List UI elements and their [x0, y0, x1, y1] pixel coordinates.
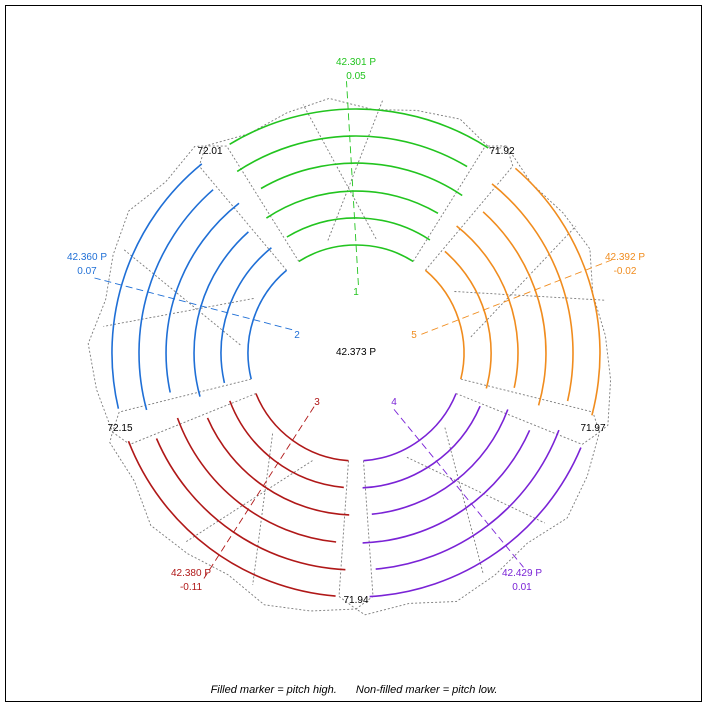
sector-5-arc-4 — [482, 211, 547, 406]
sector-5-pitch: 42.392 P — [605, 252, 645, 263]
sector-3-arc-3 — [206, 417, 350, 516]
sector-5-arc-6 — [514, 167, 601, 416]
sector-1-guide-2 — [302, 104, 377, 240]
sector-4-outer: 71.97 — [580, 423, 605, 434]
sector-2-labels: 2 42.360 P 0.07 72.15 — [67, 252, 300, 434]
sector-2-arc-4 — [165, 202, 240, 393]
sector-5-arc-5 — [491, 183, 574, 402]
legend-filled: Filled marker = pitch high. — [210, 684, 337, 696]
sector-4-arc-5 — [375, 429, 560, 570]
sector-2-arc-3 — [193, 231, 249, 397]
sector-4-arc-4 — [362, 429, 531, 544]
sector-4-edge-2 — [363, 460, 374, 597]
diagram-frame — [5, 5, 702, 702]
sector-2-arc-6 — [111, 163, 203, 409]
sector-1-edge-1 — [226, 145, 300, 262]
sector-1-axis — [346, 81, 359, 286]
sector-5-arc-1 — [424, 269, 465, 380]
legend-nonfilled: Non-filled marker = pitch low. — [355, 684, 498, 696]
sector-3-arc-2 — [229, 400, 344, 489]
sector-2-outline — [87, 145, 207, 434]
sector-1-edge-2 — [412, 145, 486, 262]
sector-5-axis — [421, 259, 612, 335]
sector-3-arc-6 — [127, 440, 336, 597]
legend-footer: Filled marker = pitch high. Non-filled m… — [0, 684, 708, 696]
sector-2-id: 2 — [294, 330, 300, 341]
sector-5-arc-3 — [456, 225, 519, 388]
sector-3-guide-2 — [252, 433, 274, 586]
sector-2-arc-5 — [138, 189, 214, 411]
sector-5-id: 5 — [411, 330, 417, 341]
sector-5-edge-1 — [425, 165, 514, 271]
sector-axes — [94, 81, 612, 579]
sector-2-edge-1 — [119, 378, 252, 413]
sector-3-edge-2 — [129, 393, 257, 445]
sector-4-arc-3 — [371, 409, 509, 515]
sector-1-guide-1 — [327, 100, 384, 241]
sector-4-labels: 4 42.429 P 0.01 71.97 — [391, 397, 606, 593]
center-label: 42.373 P — [336, 347, 376, 358]
sector-2-pitch: 42.360 P — [67, 252, 107, 263]
sector-arcs — [111, 108, 601, 598]
sector-4-arc-2 — [362, 405, 481, 489]
sector-5-labels: 5 42.392 P -0.02 71.92 — [411, 146, 645, 341]
sector-2-delta: 0.07 — [77, 266, 97, 277]
sector-4-axis — [393, 409, 524, 568]
sector-4-pitch: 42.429 P — [502, 568, 542, 579]
sector-1-arc-2 — [286, 217, 431, 241]
sector-3-outline — [109, 431, 358, 612]
sector-1-arc-5 — [236, 135, 468, 173]
sector-2-guide-1 — [123, 249, 241, 346]
sector-3-arc-5 — [155, 438, 346, 571]
sector-4-id: 4 — [391, 397, 397, 408]
sector-4-edge-1 — [455, 393, 583, 445]
sector-3-delta: -0.11 — [180, 582, 202, 593]
sector-3-outer: 71.94 — [343, 595, 368, 606]
sector-1-pitch: 42.301 P — [336, 57, 376, 68]
sector-2-edge-2 — [198, 165, 287, 271]
sector-5-outer: 71.92 — [489, 146, 514, 157]
sector-3-id: 3 — [314, 397, 320, 408]
sector-5-guide-1 — [454, 291, 605, 301]
sector-3-labels: 3 42.380 P -0.11 71.94 — [171, 397, 369, 606]
sector-5-arc-2 — [444, 250, 492, 389]
sector-4-delta: 0.01 — [512, 582, 532, 593]
sector-1-outline — [205, 97, 507, 152]
sector-2-arc-1 — [247, 269, 288, 380]
sector-4-arc-1 — [363, 393, 457, 462]
sector-1-outer: 72.01 — [197, 146, 222, 157]
sector-1-delta: 0.05 — [346, 71, 366, 82]
sector-3-edge-1 — [338, 460, 349, 597]
sector-2-outer: 72.15 — [107, 423, 132, 434]
sector-5-outline — [506, 145, 612, 433]
sector-4-guide-2 — [406, 456, 545, 524]
sector-1-id: 1 — [353, 287, 359, 298]
sector-3-arc-1 — [255, 393, 349, 462]
sector-1-labels: 1 42.301 P 0.05 72.01 — [197, 57, 376, 298]
sector-4-guide-1 — [444, 427, 484, 574]
sector-1-arc-6 — [229, 108, 489, 149]
sector-4-outline — [355, 430, 601, 616]
sector-5-delta: -0.02 — [614, 266, 637, 277]
sector-2-arc-2 — [220, 247, 272, 384]
guide-lines — [87, 97, 612, 616]
sector-5-guide-2 — [470, 225, 577, 338]
sector-1-arc-1 — [298, 244, 414, 263]
sector-3-axis — [203, 406, 315, 579]
sector-4-arc-6 — [369, 447, 582, 598]
sector-2-axis — [94, 277, 293, 331]
sector-3-arc-4 — [176, 417, 337, 543]
sector-3-guide-1 — [185, 460, 313, 543]
sector-5-edge-2 — [460, 378, 593, 413]
sector-1-arc-3 — [265, 190, 439, 219]
sector-1-arc-4 — [260, 162, 463, 197]
sector-3-pitch: 42.380 P — [171, 568, 211, 579]
sector-2-guide-2 — [103, 298, 254, 327]
